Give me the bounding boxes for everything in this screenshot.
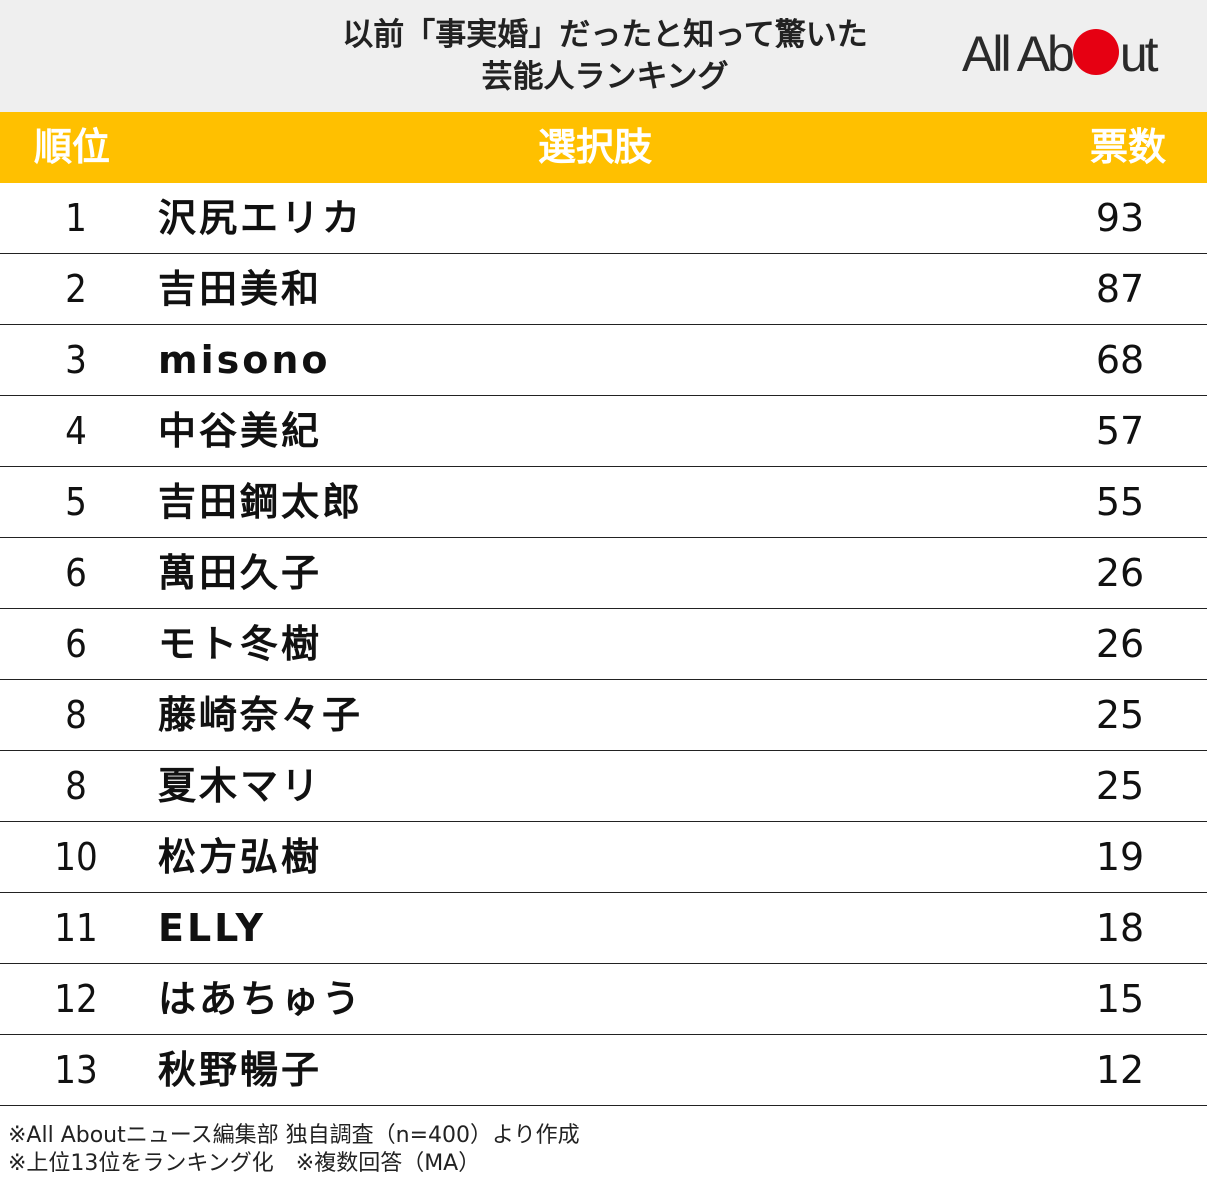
name-cell: misono [158, 338, 331, 382]
table-row: 11 ELLY 18 [0, 893, 1207, 964]
name-cell: 中谷美紀 [158, 409, 323, 453]
column-header-rank: 順位 [34, 125, 111, 169]
name-cell: 吉田美和 [158, 267, 323, 311]
table-row: 5 吉田鋼太郎 55 [0, 467, 1207, 538]
name-cell: ELLY [158, 906, 266, 950]
votes-cell: 55 [1095, 480, 1145, 524]
table-row: 6 萬田久子 26 [0, 538, 1207, 609]
rank-cell: 11 [54, 906, 98, 950]
votes-cell: 26 [1095, 551, 1145, 595]
column-header-choice: 選択肢 [538, 125, 653, 169]
table-row: 10 松方弘樹 19 [0, 822, 1207, 893]
name-cell: 秋野暢子 [158, 1048, 323, 1092]
votes-cell: 25 [1095, 764, 1145, 808]
votes-cell: 15 [1095, 977, 1145, 1021]
rank-cell: 5 [65, 480, 87, 524]
rank-cell: 13 [54, 1048, 98, 1092]
rank-cell: 2 [65, 267, 87, 311]
ranking-table-body: 1 沢尻エリカ 93 2 吉田美和 87 3 misono 68 4 中谷美紀 57 5 吉田鋼太… [0, 183, 1207, 1106]
name-cell: 藤崎奈々子 [158, 693, 364, 737]
name-cell: 夏木マリ [158, 764, 323, 808]
logo-red-dot-icon [1072, 29, 1119, 75]
table-row: 13 秋野暢子 12 [0, 1035, 1207, 1106]
table-row: 6 モト冬樹 26 [0, 609, 1207, 680]
table-row: 4 中谷美紀 57 [0, 396, 1207, 467]
name-cell: はあちゅう [158, 977, 364, 1021]
table-row: 8 夏木マリ 25 [0, 751, 1207, 822]
votes-cell: 68 [1095, 338, 1145, 382]
footnotes: ※All Aboutニュース編集部 独自調査（n=400）より作成 ※上位13位… [8, 1122, 580, 1178]
table-row: 3 misono 68 [0, 325, 1207, 396]
votes-cell: 18 [1095, 906, 1145, 950]
name-cell: 萬田久子 [158, 551, 323, 595]
title-header: 以前「事実婚」だったと知って驚いた 芸能人ランキング All Ab ut [0, 0, 1207, 112]
votes-cell: 25 [1095, 693, 1145, 737]
table-row: 2 吉田美和 87 [0, 254, 1207, 325]
rank-cell: 3 [65, 338, 87, 382]
table-row: 8 藤崎奈々子 25 [0, 680, 1207, 751]
votes-cell: 19 [1095, 835, 1145, 879]
rank-cell: 6 [65, 622, 87, 666]
rank-cell: 12 [54, 977, 98, 1021]
column-header-votes: 票数 [1090, 125, 1167, 169]
table-header-row: 順位 選択肢 票数 [0, 112, 1207, 183]
title-line-2: 芸能人ランキング [481, 59, 729, 95]
votes-cell: 12 [1095, 1048, 1145, 1092]
title-line-1: 以前「事実婚」だったと知って驚いた [342, 17, 868, 53]
name-cell: 松方弘樹 [158, 835, 323, 879]
votes-cell: 57 [1095, 409, 1145, 453]
table-row: 1 沢尻エリカ 93 [0, 183, 1207, 254]
name-cell: 沢尻エリカ [158, 196, 364, 240]
name-cell: モト冬樹 [158, 622, 323, 666]
rank-cell: 1 [65, 196, 87, 240]
rank-cell: 10 [54, 835, 98, 879]
logo-text-end: ut [1119, 26, 1159, 82]
footnote-source: ※All Aboutニュース編集部 独自調査（n=400）より作成 [8, 1123, 580, 1148]
page-title: 以前「事実婚」だったと知って驚いた 芸能人ランキング [200, 14, 1010, 98]
logo-text-start: All Ab [962, 26, 1075, 82]
votes-cell: 87 [1095, 267, 1145, 311]
votes-cell: 93 [1095, 196, 1145, 240]
rank-cell: 4 [65, 409, 87, 453]
footnote-method: ※上位13位をランキング化 ※複数回答（MA） [8, 1151, 481, 1176]
votes-cell: 26 [1095, 622, 1145, 666]
allabout-logo: All Ab ut [962, 26, 1159, 82]
rank-cell: 6 [65, 551, 87, 595]
rank-cell: 8 [65, 693, 87, 737]
rank-cell: 8 [65, 764, 87, 808]
name-cell: 吉田鋼太郎 [158, 480, 364, 524]
table-row: 12 はあちゅう 15 [0, 964, 1207, 1035]
